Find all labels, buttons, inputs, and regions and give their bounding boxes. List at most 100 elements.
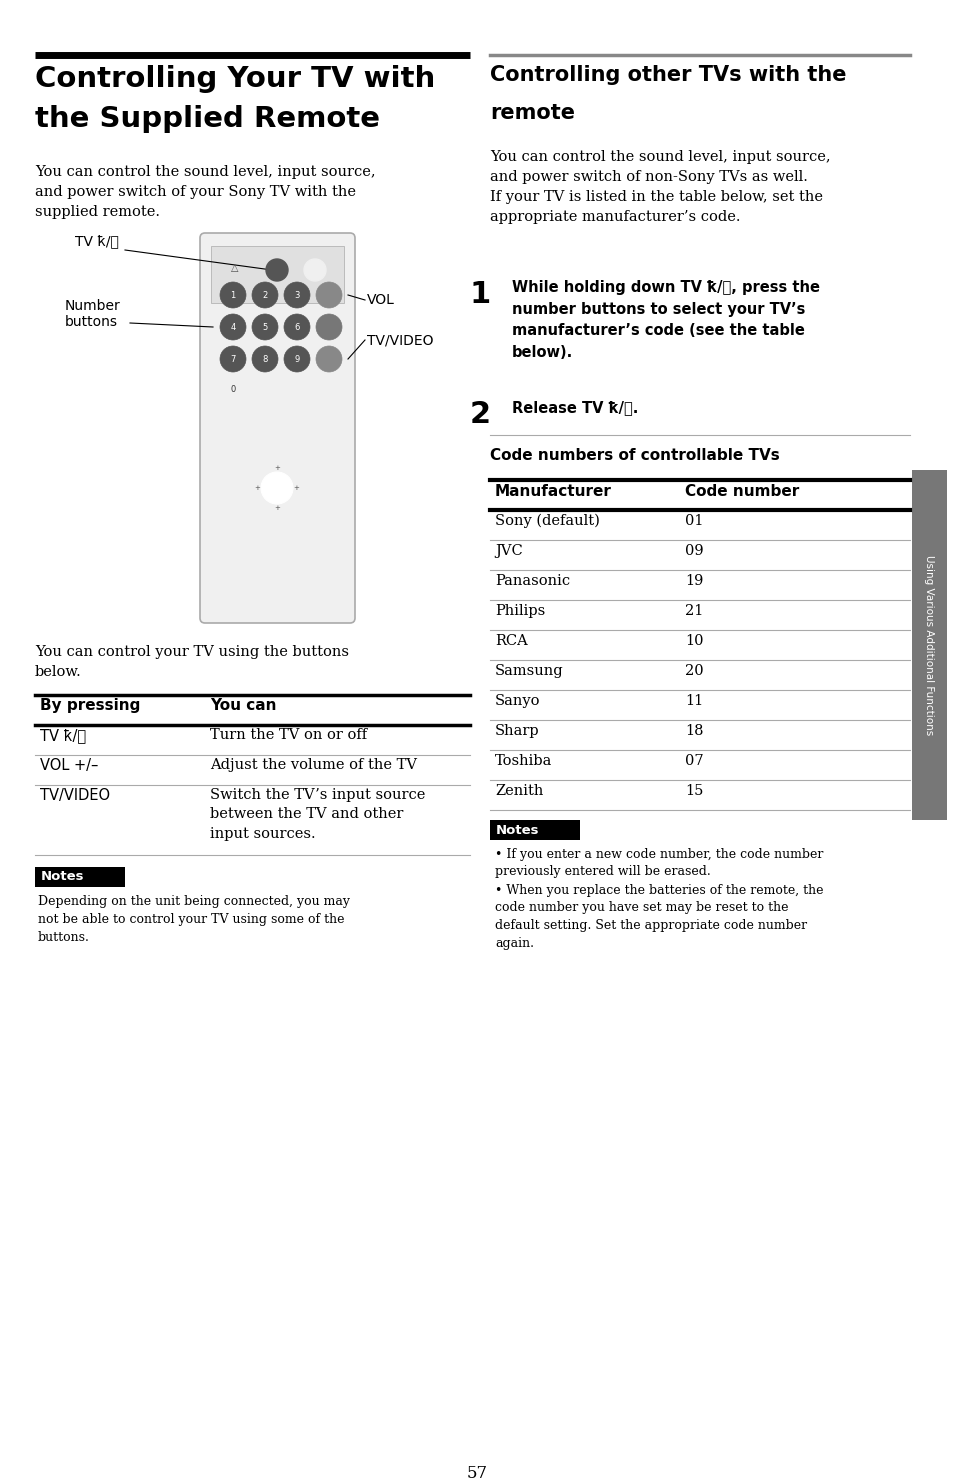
Text: +: + [274, 466, 279, 472]
Text: Code number: Code number [684, 483, 799, 498]
Circle shape [286, 406, 308, 429]
Circle shape [304, 260, 326, 280]
Text: Toshiba: Toshiba [495, 753, 552, 768]
Text: 3: 3 [294, 291, 299, 300]
Text: VOL +/–: VOL +/– [40, 758, 98, 773]
Circle shape [284, 282, 310, 308]
Bar [911, 470, 946, 820]
Ellipse shape [222, 436, 244, 449]
Text: 20: 20 [684, 664, 703, 678]
Circle shape [266, 260, 288, 280]
Text: buttons: buttons [65, 314, 118, 329]
Text: Panasonic: Panasonic [495, 574, 570, 587]
Text: 5: 5 [262, 322, 268, 332]
Text: 18: 18 [684, 724, 702, 739]
Text: Adjust the volume of the TV: Adjust the volume of the TV [210, 758, 416, 773]
Circle shape [302, 420, 328, 446]
Ellipse shape [222, 460, 244, 475]
Text: Number: Number [65, 300, 121, 313]
Text: TV/VIDEO: TV/VIDEO [367, 334, 433, 347]
Text: 9: 9 [294, 354, 299, 363]
Text: 15: 15 [684, 785, 702, 798]
Circle shape [261, 472, 293, 504]
Bar [35, 868, 125, 887]
Text: VOL: VOL [367, 294, 395, 307]
Circle shape [252, 282, 277, 308]
Text: TV/VIDEO: TV/VIDEO [40, 787, 110, 802]
Text: 6: 6 [294, 322, 299, 332]
Ellipse shape [317, 460, 339, 475]
Ellipse shape [317, 436, 339, 449]
Text: TV ҟ/⏻: TV ҟ/⏻ [75, 234, 119, 248]
Text: You can control the sound level, input source,
and power switch of your Sony TV : You can control the sound level, input s… [35, 165, 375, 219]
Text: 19: 19 [684, 574, 702, 587]
Text: You can: You can [210, 698, 276, 713]
Text: TV ҟ/⏻: TV ҟ/⏻ [40, 728, 86, 743]
Text: +: + [294, 485, 299, 491]
Circle shape [253, 406, 275, 429]
Text: While holding down TV ҟ/⏻, press the
number buttons to select your TV’s
manufact: While holding down TV ҟ/⏻, press the num… [512, 280, 820, 360]
Text: 2: 2 [470, 400, 491, 429]
Circle shape [252, 314, 277, 340]
Text: • When you replace the batteries of the remote, the
code number you have set may: • When you replace the batteries of the … [495, 884, 822, 949]
Text: remote: remote [490, 102, 575, 123]
Text: Sanyo: Sanyo [495, 694, 540, 707]
Circle shape [220, 346, 246, 372]
Circle shape [317, 406, 339, 429]
Text: 10: 10 [684, 635, 702, 648]
Text: +: + [274, 504, 279, 510]
Text: 4: 4 [230, 322, 235, 332]
Text: 21: 21 [684, 604, 702, 618]
Text: 01: 01 [684, 515, 702, 528]
Text: Switch the TV’s input source
between the TV and other
input sources.: Switch the TV’s input source between the… [210, 787, 425, 841]
Circle shape [264, 420, 290, 446]
Text: Turn the TV on or off: Turn the TV on or off [210, 728, 367, 742]
Text: JVC: JVC [495, 544, 522, 558]
Ellipse shape [253, 460, 275, 475]
Circle shape [221, 377, 245, 400]
Circle shape [252, 346, 277, 372]
Text: • If you enter a new code number, the code number
previously entered will be era: • If you enter a new code number, the co… [495, 848, 822, 878]
Bar [211, 246, 344, 303]
Circle shape [222, 406, 244, 429]
Circle shape [220, 282, 246, 308]
Circle shape [220, 420, 246, 446]
Ellipse shape [286, 460, 308, 475]
Text: Using Various Additional Functions: Using Various Additional Functions [923, 555, 933, 736]
Text: 2: 2 [262, 291, 268, 300]
Text: By pressing: By pressing [40, 698, 140, 713]
Text: Controlling Your TV with: Controlling Your TV with [35, 65, 435, 93]
Text: 11: 11 [684, 694, 702, 707]
Text: Notes: Notes [41, 871, 85, 884]
Text: 1: 1 [470, 280, 491, 308]
Text: 09: 09 [684, 544, 703, 558]
Text: You can control your TV using the buttons
below.: You can control your TV using the button… [35, 645, 349, 679]
Ellipse shape [286, 436, 308, 449]
Text: Controlling other TVs with the: Controlling other TVs with the [490, 65, 845, 85]
Circle shape [296, 528, 320, 552]
Text: Philips: Philips [495, 604, 545, 618]
Text: Manufacturer: Manufacturer [495, 483, 611, 498]
Circle shape [315, 314, 341, 340]
Ellipse shape [253, 436, 275, 449]
FancyBboxPatch shape [200, 233, 355, 623]
Text: 7: 7 [230, 354, 235, 363]
Bar [490, 820, 579, 839]
Text: the Supplied Remote: the Supplied Remote [35, 105, 379, 133]
Text: You can control the sound level, input source,
and power switch of non-Sony TVs : You can control the sound level, input s… [490, 150, 830, 224]
Circle shape [284, 346, 310, 372]
Text: Notes: Notes [496, 823, 539, 836]
Circle shape [233, 528, 256, 552]
Circle shape [285, 377, 309, 400]
Circle shape [315, 346, 341, 372]
Text: Zenith: Zenith [495, 785, 543, 798]
Text: Release TV ҟ/⏻.: Release TV ҟ/⏻. [512, 400, 638, 415]
Text: RCA: RCA [495, 635, 527, 648]
Circle shape [239, 449, 314, 526]
Text: 8: 8 [262, 354, 268, 363]
Circle shape [315, 282, 341, 308]
Text: Samsung: Samsung [495, 664, 563, 678]
Text: 57: 57 [466, 1465, 487, 1482]
Text: Sharp: Sharp [495, 724, 539, 739]
Text: △: △ [231, 262, 238, 273]
